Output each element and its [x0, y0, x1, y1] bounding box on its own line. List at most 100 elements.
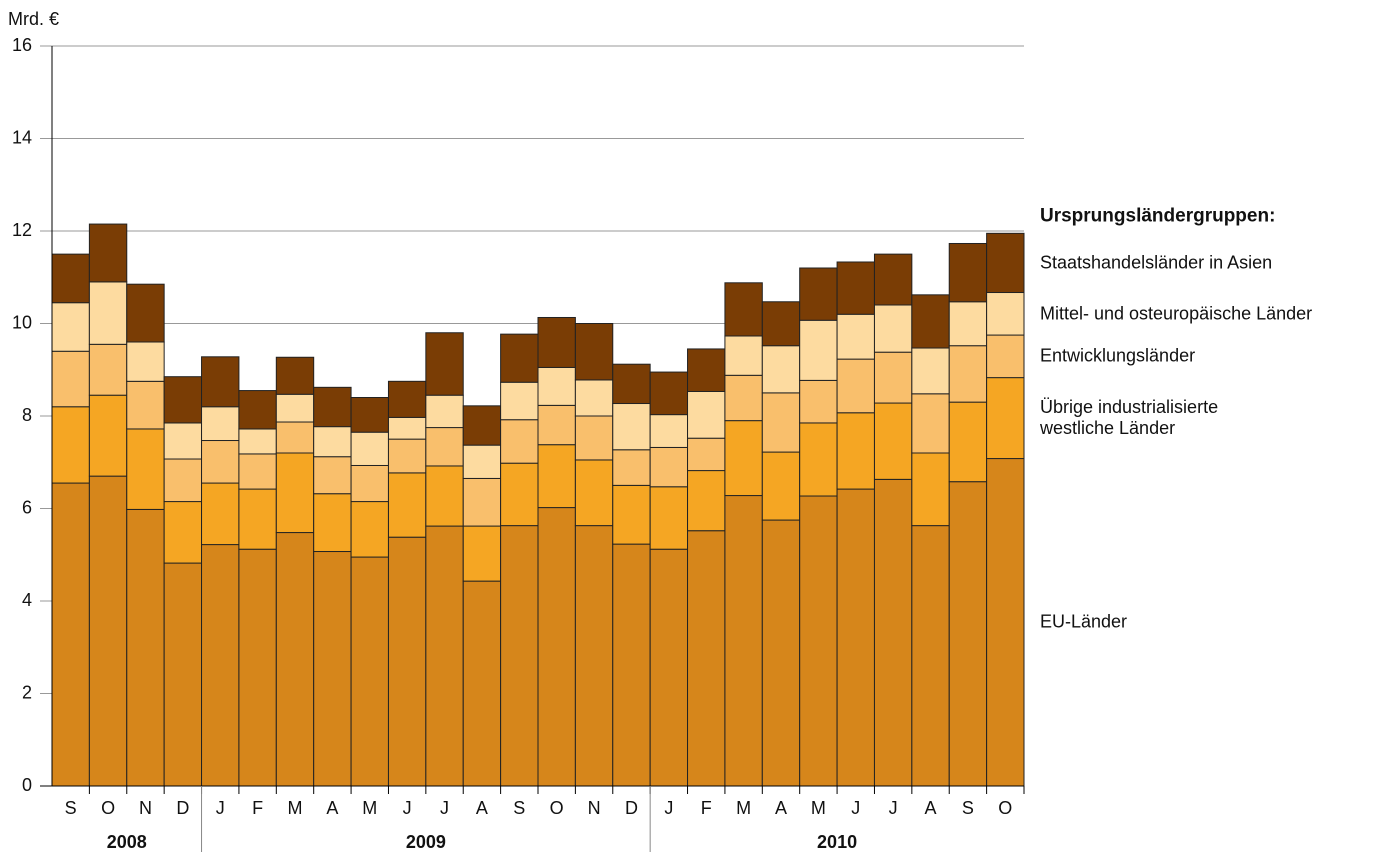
bar-segment — [126, 341, 165, 382]
bar-segment — [612, 484, 651, 545]
bar-segment — [836, 488, 875, 787]
bar-segment — [612, 403, 651, 451]
bar-segment — [799, 267, 838, 321]
bar-segment — [799, 379, 838, 424]
bar-segment — [275, 393, 315, 423]
bar-segment — [387, 380, 427, 418]
x-tick-label: M — [811, 798, 826, 818]
bar-segment — [836, 358, 875, 414]
bar-segment — [88, 281, 128, 345]
x-tick-label: O — [550, 798, 564, 818]
bar-segment — [537, 444, 576, 509]
x-tick-label: M — [362, 798, 377, 818]
year-label: 2010 — [817, 832, 857, 852]
bar-segment — [687, 530, 726, 787]
bar-segment — [986, 377, 1025, 460]
y-tick-label: 14 — [12, 127, 32, 147]
x-tick-label: D — [176, 798, 189, 818]
bar-segment — [761, 519, 801, 787]
x-tick-label: O — [998, 798, 1012, 818]
bar-segment — [574, 415, 614, 461]
bar-segment — [350, 431, 389, 466]
bar-segment — [649, 414, 689, 448]
bar-segment — [761, 301, 801, 347]
year-label: 2008 — [107, 832, 147, 852]
bar-segment — [51, 302, 90, 352]
bar-segment — [51, 350, 90, 408]
bar-segment — [350, 397, 389, 433]
bar-segment — [500, 462, 539, 527]
bar-segment — [948, 481, 988, 787]
y-tick-label: 4 — [22, 590, 32, 610]
bar-segment — [911, 347, 950, 395]
bar-segment — [126, 283, 165, 343]
x-tick-label: N — [139, 798, 152, 818]
bar-segment — [387, 438, 427, 474]
bar-segment — [425, 465, 464, 527]
bar-segment — [500, 333, 539, 383]
bar-segment — [500, 525, 539, 787]
legend-label: Übrige industrialisierte westliche Lände… — [1040, 397, 1219, 439]
bar-segment — [275, 421, 315, 454]
bar-segment — [799, 422, 838, 497]
x-tick-label: M — [736, 798, 751, 818]
bar-segment — [201, 544, 240, 787]
bar-segment — [986, 334, 1025, 379]
legend-label: Mittel- und osteuropäische Länder — [1040, 303, 1313, 324]
y-axis-label: Mrd. € — [8, 9, 59, 29]
bar-segment — [163, 422, 203, 460]
bar-segment — [537, 404, 576, 446]
bar-segment — [948, 301, 988, 347]
x-tick-label: J — [664, 798, 673, 818]
bar-segment — [163, 458, 203, 503]
bar-segment — [911, 294, 950, 349]
bar-segment — [51, 482, 90, 787]
bar-segment — [88, 343, 128, 396]
bar-segment — [836, 261, 875, 315]
bar-segment — [387, 536, 427, 787]
bar-segment — [687, 348, 726, 392]
bar-segment — [687, 437, 726, 472]
bar-segment — [126, 380, 165, 430]
y-tick-label: 6 — [22, 497, 32, 517]
bar-segment — [574, 459, 614, 527]
bar-segment — [537, 316, 576, 368]
x-tick-label: O — [101, 798, 115, 818]
bar-segment — [201, 440, 240, 484]
bar-segment — [799, 495, 838, 787]
bar-segment — [350, 501, 389, 558]
x-tick-label: F — [252, 798, 263, 818]
x-tick-label: A — [476, 798, 488, 818]
bar-segment — [911, 393, 950, 454]
bar-segment — [986, 232, 1025, 294]
x-tick-label: J — [440, 798, 449, 818]
bar-segment — [313, 493, 352, 553]
legend-label: Staatshandelsländer in Asien — [1040, 252, 1273, 273]
bar-segment — [986, 458, 1025, 787]
bar-segment — [649, 486, 689, 550]
bar-segment — [425, 427, 464, 467]
bar-segment — [313, 551, 352, 787]
bar-segment — [537, 507, 576, 787]
bar-segment — [126, 508, 165, 787]
bar-segment — [724, 282, 763, 337]
bar-segment — [51, 406, 90, 484]
bar-segment — [873, 253, 913, 306]
x-tick-label: M — [288, 798, 303, 818]
bar-segment — [163, 501, 203, 564]
y-tick-label: 12 — [12, 220, 32, 240]
bar-segment — [425, 332, 464, 396]
bar-segment — [313, 386, 352, 428]
bar-segment — [948, 345, 988, 403]
bar-segment — [761, 392, 801, 453]
bar-segment — [387, 472, 427, 538]
y-tick-label: 16 — [12, 35, 32, 55]
y-tick-label: 0 — [22, 775, 32, 795]
bar-segment — [612, 449, 651, 486]
bar-segment — [911, 452, 950, 527]
x-tick-label: J — [403, 798, 412, 818]
bar-segment — [313, 426, 352, 458]
bar-segment — [275, 532, 315, 787]
bar-segment — [275, 356, 315, 395]
